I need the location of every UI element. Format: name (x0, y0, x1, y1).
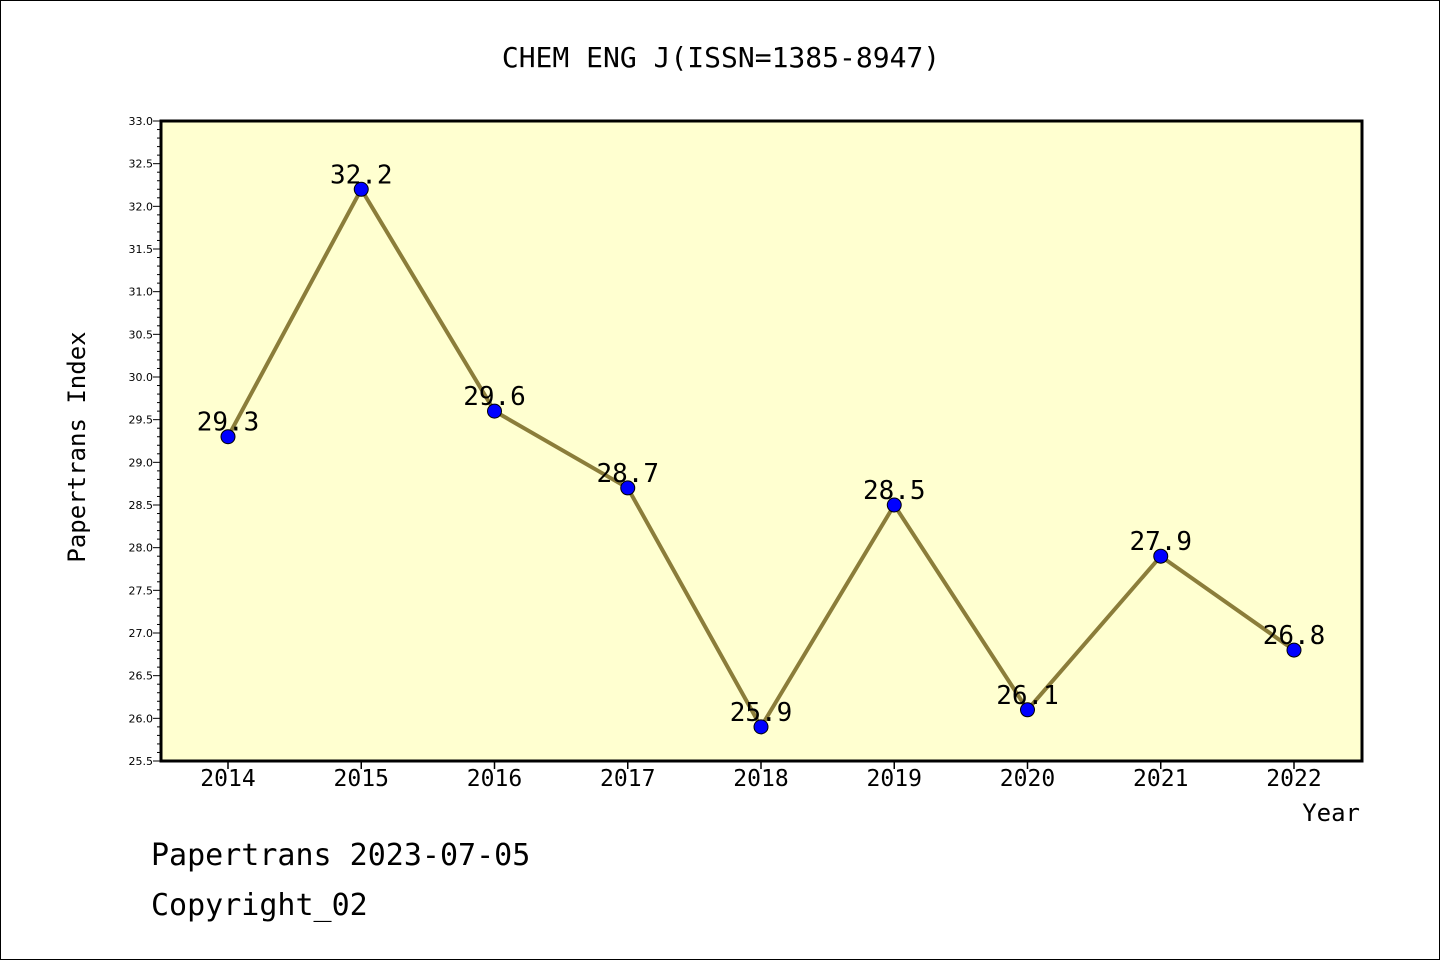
data-label: 27.9 (1129, 527, 1192, 557)
y-axis-label: Papertrans Index (63, 331, 91, 562)
y-tick-label: 28.5 (129, 499, 154, 512)
data-point (753, 719, 769, 735)
plot-area (161, 121, 1362, 761)
data-point (1020, 702, 1035, 718)
data-label: 28.7 (596, 459, 659, 489)
series-line: 29.3 32.2 29.6 28.7 25.9 28.5 26.1 27.9 26.8 (197, 160, 1326, 735)
data-label: 25.9 (730, 698, 793, 728)
y-tick-label: 31.5 (129, 243, 154, 256)
data-point (620, 480, 636, 496)
y-tick-label: 27.0 (129, 627, 154, 640)
y-tick-label: 32.5 (129, 158, 154, 171)
data-point (1286, 642, 1302, 658)
y-axis: 25.5 26.0 26.5 27.0 27.5 28.0 28.5 29.0 29.5 30.0… (129, 115, 161, 768)
x-tick-label: 2014 (200, 766, 255, 792)
data-label: 26.1 (996, 681, 1059, 711)
y-tick-label: 33.0 (129, 115, 154, 128)
data-label: 26.8 (1263, 621, 1326, 651)
data-point (353, 181, 369, 197)
x-tick-label: 2019 (867, 766, 922, 792)
plot-border (159, 119, 1364, 763)
y-tick-label: 31.0 (129, 286, 154, 299)
y-tick-label: 30.5 (129, 328, 154, 341)
y-tick-label: 27.5 (129, 584, 154, 597)
x-tick-label: 2017 (600, 766, 655, 792)
data-point (886, 497, 902, 513)
x-tick-label: 2022 (1266, 766, 1321, 792)
data-point (487, 403, 502, 419)
y-tick-label: 32.0 (129, 200, 154, 213)
x-tick-label: 2016 (467, 766, 522, 792)
x-axis-label: Year (1302, 799, 1360, 827)
data-point (1153, 548, 1169, 564)
footer-copyright: Copyright_02 (151, 888, 368, 923)
y-tick-label: 25.5 (129, 755, 154, 768)
x-tick-label: 2020 (1000, 766, 1055, 792)
y-tick-label: 26.5 (129, 670, 154, 683)
y-tick-label: 29.5 (129, 414, 154, 427)
y-tick-label: 28.0 (129, 542, 154, 555)
x-axis: 2014 2015 2016 2017 2018 2019 2020 2021 2022 (200, 761, 1322, 792)
data-point (220, 429, 236, 445)
y-tick-label: 26.0 (129, 712, 154, 725)
data-label: 29.6 (463, 382, 526, 412)
y-tick-label: 29.0 (129, 456, 154, 469)
x-tick-label: 2021 (1133, 766, 1188, 792)
data-label: 28.5 (863, 476, 926, 506)
y-tick-label: 30.0 (129, 371, 154, 384)
x-tick-label: 2018 (733, 766, 788, 792)
chart-title: CHEM ENG J(ISSN=1385-8947) (502, 41, 940, 74)
footer-date: Papertrans 2023-07-05 (151, 838, 530, 873)
x-tick-label: 2015 (334, 766, 389, 792)
data-label: 32.2 (330, 160, 393, 190)
data-label: 29.3 (197, 408, 260, 438)
